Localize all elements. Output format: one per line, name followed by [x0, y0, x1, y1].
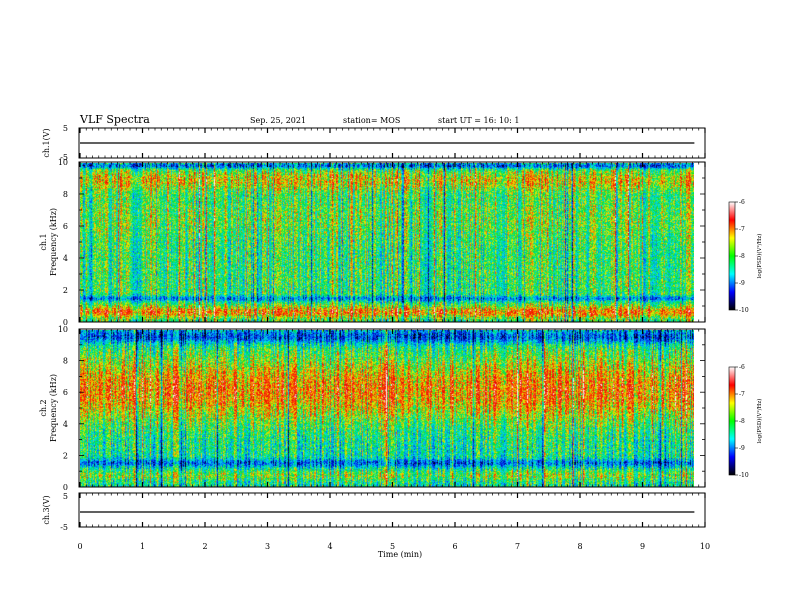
ch1-ytick-top: 5 [63, 124, 68, 133]
time-tick-label: 10 [700, 542, 710, 551]
ch2-colorbar-scale [728, 366, 736, 476]
time-tick-label: 2 [202, 542, 207, 551]
figure-title: VLF Spectra [79, 113, 150, 126]
ch1-ytick-bottom: -5 [60, 153, 68, 162]
ch1-freq-tick-labels: 0 2 4 6 8 10 [58, 158, 68, 327]
time-axis-tick-labels: 0 1 2 3 4 5 6 7 8 9 10 [77, 542, 710, 551]
spec2-freq-tick-label: 10 [58, 325, 68, 334]
ch1-voltage-xticks [79, 128, 706, 158]
ch2-colorbar-tick-label: -6 [739, 364, 745, 371]
ch1-colorbar: -6 -7 -8 -9 -10 log(PSD)(V²/Hz) [728, 199, 763, 314]
spec2-freq-tick-label: 0 [63, 483, 68, 492]
ch3-voltage-xticks [79, 493, 706, 527]
ch1-colorbar-tick-label: -6 [739, 199, 745, 206]
ch1-frequency-ylabel: Frequency (kHz) [49, 208, 58, 276]
time-axis-label: Time (min) [378, 550, 422, 559]
header-date: Sep. 25, 2021 [250, 116, 306, 125]
time-tick-label: 5 [390, 542, 395, 551]
spec2-freq-tick-label: 6 [63, 388, 68, 397]
ch3-voltage-frame [78, 492, 706, 528]
spec2-freq-tick-label: 8 [63, 357, 68, 366]
ch1-voltage-ylabel: ch.1(V) [42, 128, 51, 157]
ch1-colorbar-label: log(PSD)(V²/Hz) [756, 234, 763, 279]
spec1-freq-tick-label: 4 [63, 254, 68, 263]
ch1-colorbar-tick-label: -9 [739, 280, 745, 287]
ch2-colorbar-tick-label: -10 [739, 472, 749, 479]
spec2-freq-tick-label: 2 [63, 451, 68, 460]
spec1-freq-tick-label: 10 [58, 158, 68, 167]
ch2-colorbar-tick-label: -7 [739, 391, 745, 398]
ch1-colorbar-ticks: -6 -7 -8 -9 -10 [735, 199, 749, 314]
ch3-ytick-top: 5 [63, 492, 68, 501]
spec1-freq-tick-label: 8 [63, 190, 68, 199]
ch3-voltage-panel: 5 -5 ch.3(V) 0 1 2 3 4 5 6 7 8 9 10 Time (min) [42, 492, 710, 559]
ch1-channel-label: ch.1 [39, 233, 48, 250]
spec1-freq-tick-label: 0 [63, 318, 68, 327]
time-tick-label: 4 [327, 542, 332, 551]
ch1-spectrogram-image [80, 163, 694, 322]
ch1-colorbar-scale [728, 201, 736, 311]
ch1-colorbar-tick-label: -7 [739, 226, 745, 233]
time-tick-label: 1 [140, 542, 145, 551]
time-tick-label: 9 [640, 542, 645, 551]
ch2-spectrogram-panel: 0 2 4 6 8 10 ch.2 Frequency (kHz) [39, 325, 706, 492]
spec1-freq-tick-label: 2 [63, 286, 68, 295]
ch1-spectrogram-panel: 0 2 4 6 8 10 ch.1 Frequency (kHz) [39, 158, 706, 327]
time-tick-label: 7 [515, 542, 520, 551]
ch1-colorbar-tick-label: -10 [739, 307, 749, 314]
ch2-colorbar-label: log(PSD)(V²/Hz) [756, 399, 763, 444]
ch3-ytick-bottom: -5 [60, 523, 68, 532]
ch1-voltage-panel: 5 -5 ch.1(V) [42, 124, 706, 162]
ch2-freq-tick-labels: 0 2 4 6 8 10 [58, 325, 68, 492]
time-tick-label: 0 [77, 542, 82, 551]
header-station: station= MOS [343, 116, 400, 125]
ch2-colorbar-tick-label: -8 [739, 418, 745, 425]
spec2-freq-tick-label: 4 [63, 420, 68, 429]
time-tick-label: 3 [265, 542, 270, 551]
ch2-spectrogram-ticks [79, 328, 706, 488]
ch3-voltage-ylabel: ch.3(V) [42, 495, 51, 524]
ch1-colorbar-tick-label: -8 [739, 253, 745, 260]
ch2-colorbar-tick-label: -9 [739, 445, 745, 452]
header-start-ut: start UT = 16: 10: 1 [438, 116, 519, 125]
spec1-freq-tick-label: 6 [63, 222, 68, 231]
ch1-spectrogram-ticks [79, 161, 706, 323]
ch2-channel-label: ch.2 [39, 399, 48, 416]
ch2-colorbar-ticks: -6 -7 -8 -9 -10 [735, 364, 749, 479]
time-tick-label: 6 [452, 542, 457, 551]
time-tick-label: 8 [577, 542, 582, 551]
ch2-frequency-ylabel: Frequency (kHz) [49, 374, 58, 442]
ch2-spectrogram-image [80, 330, 694, 487]
ch2-colorbar: -6 -7 -8 -9 -10 log(PSD)(V²/Hz) [728, 364, 763, 479]
